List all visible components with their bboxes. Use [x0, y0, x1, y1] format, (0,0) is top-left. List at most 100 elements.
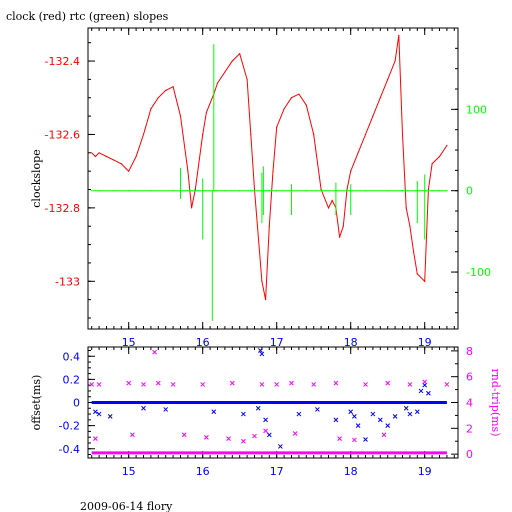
x-tick-label: 15 [122, 465, 136, 478]
data-point-rtc [216, 190, 219, 192]
data-point-clock [205, 111, 207, 114]
data-point-rtc [401, 190, 404, 192]
y2-tick-label: 4 [466, 397, 473, 410]
data-point-clock [394, 60, 396, 62]
data-point-rtc [128, 190, 130, 192]
data-point-offset [315, 407, 320, 412]
data-point-rnd-trip [141, 382, 146, 387]
chart-title: clock (red) rtc (green) slopes [6, 10, 169, 23]
data-point-rtc [253, 190, 256, 192]
data-point-clock [346, 188, 348, 191]
data-point-offset [266, 432, 272, 438]
y2-tick-label: 100 [466, 103, 487, 116]
data-point-rnd-trip [444, 382, 450, 387]
data-point-offset [426, 390, 431, 396]
data-point-rnd-trip [274, 382, 280, 387]
x-tick-label: 16 [196, 465, 210, 478]
data-point-rnd-trip [96, 382, 102, 387]
data-point-clock [246, 78, 248, 80]
y2-tick-label: 2 [466, 422, 473, 435]
data-point-rnd-trip [407, 382, 413, 387]
data-point-clock [416, 273, 418, 275]
data-point-clock [105, 155, 108, 158]
data-point-offset [392, 414, 398, 419]
data-point-clock [157, 97, 159, 99]
data-point-rnd-trip [170, 382, 176, 387]
data-point-clock [265, 299, 267, 301]
data-point-clock [298, 93, 300, 95]
x-tick-label: 16 [196, 336, 210, 349]
data-point-offset [363, 437, 368, 442]
x-tick-label: 19 [418, 465, 432, 478]
y2-tick-label: 6 [466, 371, 473, 384]
data-point-offset [163, 407, 169, 412]
data-point-clock [239, 53, 241, 55]
data-point-clock [253, 188, 256, 191]
data-point-clock [409, 225, 411, 227]
y-tick-label: -132.8 [45, 202, 80, 215]
data-point-offset [258, 348, 263, 353]
data-point-rnd-trip [252, 433, 257, 439]
data-point-rtc [224, 190, 226, 192]
y-tick-label: 0.4 [63, 350, 81, 363]
data-point-offset [355, 423, 361, 428]
data-point-clock [202, 133, 204, 136]
data-point-clock [427, 188, 429, 191]
data-point-offset [333, 417, 339, 423]
data-point-rtc [387, 190, 389, 192]
data-point-clock [339, 236, 341, 238]
data-point-clock [313, 133, 315, 136]
data-point-clock [142, 133, 145, 136]
y2-tick-label: 0 [466, 448, 473, 461]
data-point-rnd-trip [241, 438, 246, 444]
data-point-clock [187, 170, 189, 172]
data-point-offset [241, 411, 246, 417]
data-point-offset [259, 351, 265, 357]
data-point-offset [93, 409, 98, 415]
data-point-offset [352, 414, 357, 419]
x-tick-label: 17 [270, 336, 284, 349]
footer-label: 2009-06-14 flory [80, 500, 173, 512]
y2-axis-label: rnd-trip(ms) [489, 369, 502, 437]
data-point-offset [296, 411, 302, 417]
data-point-clock [194, 188, 196, 191]
data-point-rtc [150, 190, 152, 192]
data-point-rnd-trip [155, 380, 161, 386]
data-point-rnd-trip [152, 349, 157, 355]
data-point-rnd-trip [311, 382, 317, 387]
data-point-rtc [113, 190, 115, 192]
data-point-clock [272, 170, 274, 172]
series-line-clock [91, 35, 448, 300]
data-point-clock [350, 170, 352, 172]
y2-tick-label: -100 [466, 266, 491, 279]
data-point-rnd-trip [422, 379, 428, 385]
data-point-rnd-trip [263, 428, 268, 434]
data-point-rnd-trip [381, 432, 387, 438]
data-point-clock [165, 89, 167, 92]
x-tick-label: 18 [344, 465, 358, 478]
data-point-rnd-trip [204, 434, 209, 440]
data-point-clock [405, 207, 407, 209]
data-point-clock [113, 159, 115, 161]
data-point-rnd-trip [333, 380, 339, 386]
data-point-rtc [209, 190, 211, 192]
data-point-clock [276, 126, 278, 128]
y-tick-label: -133 [55, 275, 80, 288]
data-point-rtc [446, 190, 448, 192]
data-point-offset [418, 388, 424, 394]
data-point-rnd-trip [292, 431, 298, 436]
data-point-clock [364, 133, 367, 136]
data-point-clock [413, 251, 415, 253]
data-point-offset [141, 405, 146, 411]
data-point-clock [331, 199, 333, 202]
y2-tick-label: 0 [466, 185, 473, 198]
data-point-rtc [276, 190, 278, 192]
data-point-clock [320, 188, 322, 191]
data-point-clock [261, 280, 263, 282]
data-point-rnd-trip [363, 382, 368, 387]
data-point-clock [431, 163, 433, 165]
data-point-clock [424, 280, 426, 282]
data-point-rnd-trip [289, 380, 294, 386]
x-tick-label: 15 [122, 336, 136, 349]
data-point-rnd-trip [200, 382, 206, 387]
